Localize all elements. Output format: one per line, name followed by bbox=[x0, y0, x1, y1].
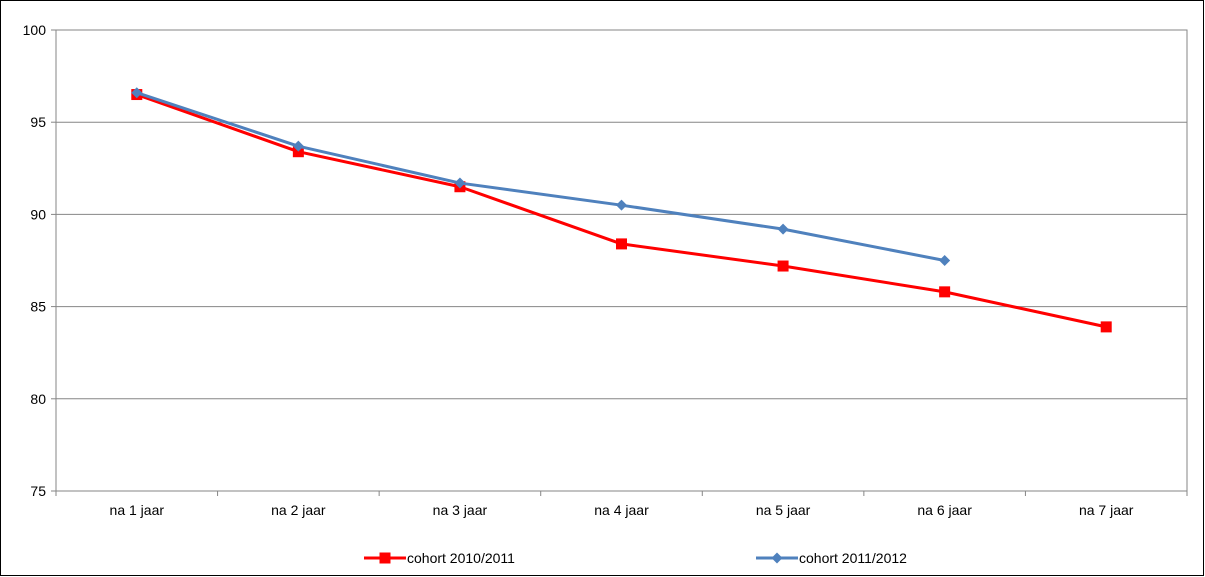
plot-area bbox=[55, 29, 1188, 492]
square-marker bbox=[292, 146, 304, 158]
y-tick-label: 100 bbox=[23, 22, 47, 38]
legend-marker bbox=[379, 552, 391, 564]
y-tick-label: 90 bbox=[30, 206, 46, 222]
x-tick-label: na 1 jaar bbox=[110, 502, 165, 518]
square-marker bbox=[616, 238, 627, 250]
y-axis: 75 80 85 90 95 100 bbox=[23, 22, 57, 499]
square-marker bbox=[777, 260, 789, 272]
diamond-marker bbox=[939, 255, 951, 266]
x-tick-label: na 5 jaar bbox=[756, 502, 811, 518]
x-axis: na 1 jaar na 2 jaar na 3 jaar na 4 jaar na 5… bbox=[55, 490, 1188, 518]
square-marker bbox=[1100, 321, 1112, 333]
x-tick-label: na 7 jaar bbox=[1079, 502, 1134, 518]
legend-label: cohort 2010/2011 bbox=[407, 550, 515, 566]
x-tick-label: na 4 jaar bbox=[594, 502, 649, 518]
square-marker bbox=[939, 286, 951, 298]
x-tick-label: na 2 jaar bbox=[271, 502, 326, 518]
diamond-marker bbox=[616, 199, 627, 211]
legend-item: cohort 2010/2011 bbox=[364, 550, 515, 566]
legend-marker bbox=[771, 552, 783, 564]
x-tick-label: na 6 jaar bbox=[917, 502, 972, 518]
series-line bbox=[136, 91, 945, 262]
y-tick-label: 95 bbox=[30, 114, 46, 130]
legend-item: cohort 2011/2012 bbox=[756, 550, 907, 566]
diamond-marker bbox=[777, 223, 789, 235]
gridlines bbox=[56, 121, 1187, 400]
series-2 bbox=[131, 87, 951, 266]
diamond-marker bbox=[131, 87, 143, 99]
y-tick-label: 80 bbox=[30, 391, 46, 407]
y-tick-label: 75 bbox=[30, 483, 46, 499]
diamond-marker bbox=[292, 140, 304, 152]
y-tick-label: 85 bbox=[30, 299, 46, 315]
legend-label: cohort 2011/2012 bbox=[799, 550, 907, 566]
diamond-marker bbox=[454, 177, 466, 189]
series-group bbox=[131, 87, 1112, 333]
legend: cohort 2010/2011 cohort 2011/2012 bbox=[364, 550, 907, 566]
x-tick-label: na 3 jaar bbox=[433, 502, 488, 518]
